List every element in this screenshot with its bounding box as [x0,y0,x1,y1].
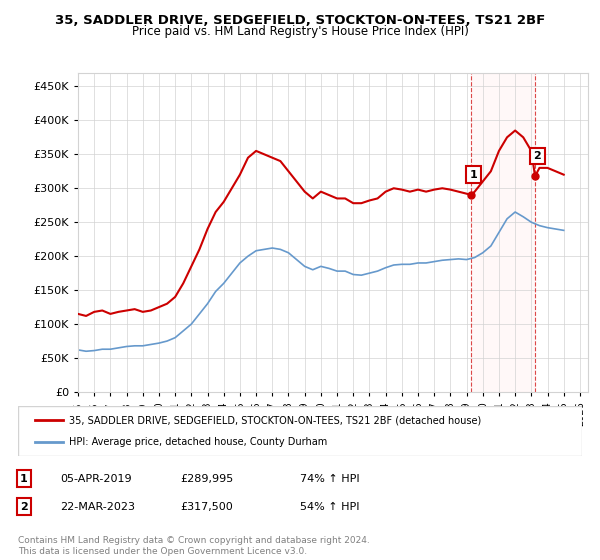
Text: 35, SADDLER DRIVE, SEDGEFIELD, STOCKTON-ON-TEES, TS21 2BF (detached house): 35, SADDLER DRIVE, SEDGEFIELD, STOCKTON-… [69,415,481,425]
Text: Contains HM Land Registry data © Crown copyright and database right 2024.
This d: Contains HM Land Registry data © Crown c… [18,536,370,556]
Text: £289,995: £289,995 [180,474,233,484]
Text: 1: 1 [20,474,28,484]
Text: 2: 2 [533,151,541,161]
Text: Price paid vs. HM Land Registry's House Price Index (HPI): Price paid vs. HM Land Registry's House … [131,25,469,38]
Text: 54% ↑ HPI: 54% ↑ HPI [300,502,359,512]
Text: 22-MAR-2023: 22-MAR-2023 [60,502,135,512]
Text: 1: 1 [469,170,477,180]
Text: 74% ↑ HPI: 74% ↑ HPI [300,474,359,484]
Text: £317,500: £317,500 [180,502,233,512]
Text: 2: 2 [20,502,28,512]
Text: HPI: Average price, detached house, County Durham: HPI: Average price, detached house, Coun… [69,437,327,447]
Text: 05-APR-2019: 05-APR-2019 [60,474,131,484]
FancyBboxPatch shape [18,406,582,456]
Text: 35, SADDLER DRIVE, SEDGEFIELD, STOCKTON-ON-TEES, TS21 2BF: 35, SADDLER DRIVE, SEDGEFIELD, STOCKTON-… [55,14,545,27]
Bar [471,73,535,392]
